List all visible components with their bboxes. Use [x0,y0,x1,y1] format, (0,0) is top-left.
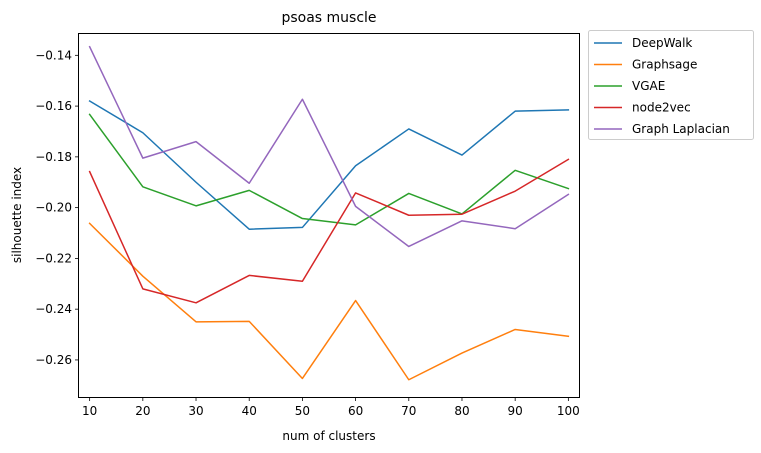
x-tick-label: 30 [188,404,203,418]
y-axis: −0.26 −0.24 −0.22 −0.20 −0.18 −0.16 −0.14 [35,48,79,367]
y-tick-label: −0.16 [35,99,72,113]
plot-lines [88,45,570,381]
legend: DeepWalk Graphsage VGAE node2vec Graph Lapla… [588,30,754,140]
chart-title: psoas muscle [281,10,376,26]
x-axis: 10 20 30 40 50 60 70 80 90 100 [82,397,580,418]
series-line-graphsage [88,222,570,381]
y-axis-label: silhouette index [10,167,24,263]
x-tick-label: 10 [82,404,97,418]
series-line-vgae [88,113,570,226]
x-tick-label: 40 [242,404,257,418]
x-tick-label: 100 [557,404,580,418]
y-tick-label: −0.22 [35,251,72,265]
series-line-node2vec [88,158,570,304]
series-line-deepwalk [88,99,570,230]
legend-label-vgae: VGAE [632,79,665,93]
y-tick-label: −0.26 [35,353,72,367]
legend-label-node2vec: node2vec [632,101,691,115]
legend-label-graphsage: Graphsage [632,58,697,72]
legend-label-graph-laplacian: Graph Laplacian [632,122,730,136]
series-line-graph-laplacian [88,45,570,248]
x-tick-label: 70 [401,404,416,418]
x-axis-label: num of clusters [282,429,375,443]
legend-label-deepwalk: DeepWalk [632,36,692,50]
y-tick-label: −0.18 [35,150,72,164]
y-tick-label: −0.20 [35,201,72,215]
plot-frame [78,33,580,398]
x-tick-label: 20 [135,404,150,418]
x-tick-label: 50 [295,404,310,418]
y-tick-label: −0.14 [35,48,72,62]
x-tick-label: 80 [454,404,469,418]
x-tick-label: 90 [508,404,523,418]
y-tick-label: −0.24 [35,302,72,316]
x-tick-label: 60 [348,404,363,418]
legend-frame [588,30,754,140]
